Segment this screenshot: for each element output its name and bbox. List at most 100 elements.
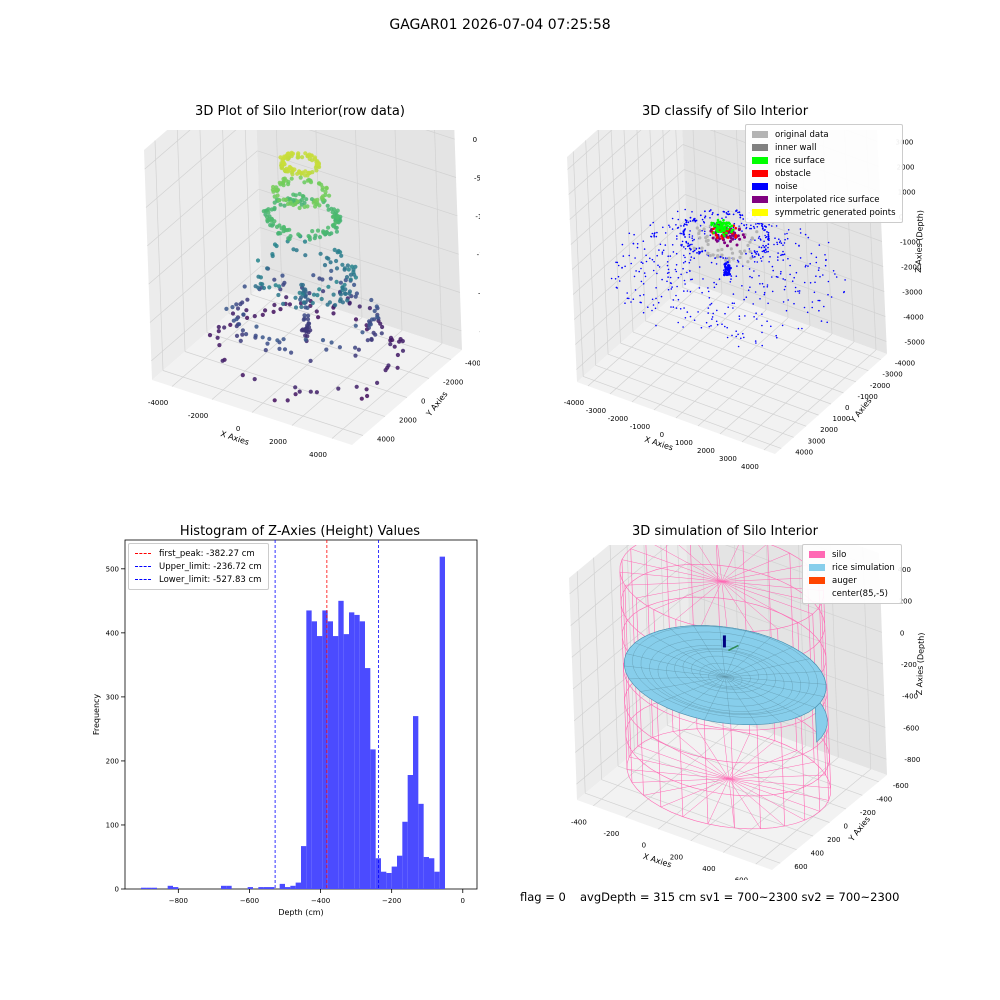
noise-point [616, 287, 618, 289]
legend-entry: original data [752, 128, 896, 141]
silo-roof-spoke [698, 545, 722, 582]
interpolated-point [718, 237, 721, 241]
noise-point [626, 297, 629, 300]
noise-point [755, 223, 757, 225]
noise-point [815, 275, 817, 277]
noise-point [682, 262, 685, 264]
data-point [334, 266, 340, 271]
noise-point [757, 253, 760, 255]
noise-point [707, 307, 710, 309]
noise-point [753, 250, 756, 252]
noise-point [671, 286, 673, 288]
noise-point [785, 309, 788, 312]
noise-point [763, 246, 766, 248]
data-point [300, 155, 305, 160]
silo-roof-spoke [636, 581, 722, 599]
y-tick-label: 400 [106, 629, 119, 637]
data-point [261, 285, 267, 291]
data-point [319, 296, 324, 302]
noise-point [782, 253, 784, 256]
noise-point [684, 228, 687, 230]
noise-point [771, 265, 774, 268]
silo-floor-spoke [682, 778, 730, 817]
noise-point [752, 303, 754, 305]
noise-point [830, 296, 833, 298]
data-point [303, 169, 308, 174]
legend-label: rice surface [775, 155, 825, 166]
noise-point [777, 259, 779, 261]
data-point [234, 333, 240, 338]
noise-point [638, 270, 640, 273]
data-point [288, 234, 293, 239]
data-point [330, 210, 335, 215]
histogram-bar [397, 855, 403, 889]
data-point [353, 323, 358, 328]
histogram-bar [365, 668, 371, 889]
legend-label: rice simulation [832, 562, 895, 573]
noise-point [657, 301, 660, 304]
noise-point [676, 210, 679, 213]
data-point [354, 291, 359, 296]
noise-point [651, 309, 653, 312]
noise-point [803, 306, 806, 309]
z-tick-label: -500 [474, 175, 480, 183]
noise-point [826, 321, 828, 324]
grid-line [147, 150, 258, 247]
original-point [749, 256, 753, 260]
x-tick-label: -400 [571, 818, 587, 826]
noise-point [814, 281, 816, 284]
noise-point [670, 282, 672, 285]
data-point [284, 295, 289, 300]
noise-point [689, 259, 692, 261]
noise-point [722, 257, 725, 259]
data-point [313, 233, 318, 238]
silo-floor-spoke [728, 778, 735, 829]
noise-point [764, 251, 766, 254]
grid-line [657, 309, 857, 383]
histogram-bar [317, 636, 323, 889]
data-point [216, 324, 221, 330]
noise-point [699, 214, 702, 217]
noise-point [721, 217, 723, 220]
z-tick-label: -600 [903, 724, 919, 732]
rice-surface-point [724, 222, 728, 226]
data-point [326, 207, 331, 212]
noise-point [761, 324, 763, 327]
noise-point [794, 242, 797, 245]
noise-point [669, 276, 672, 279]
noise-point [731, 334, 733, 337]
noise-point [742, 332, 744, 335]
data-point [369, 317, 375, 322]
noise-point [635, 270, 637, 272]
noise-point [697, 311, 699, 313]
x-tick-label: 4000 [309, 451, 327, 459]
data-point [255, 258, 261, 263]
noise-point [777, 252, 779, 254]
data-point [311, 273, 316, 278]
noise-point [774, 237, 776, 239]
noise-point [690, 256, 693, 258]
noise-point [677, 298, 680, 301]
data-point [258, 275, 263, 280]
data-point [345, 263, 350, 268]
noise-point [780, 270, 782, 273]
noise-point [624, 302, 626, 304]
data-point [332, 247, 337, 252]
noise-point [776, 241, 778, 244]
noise-point [758, 235, 761, 238]
noise-point [688, 233, 691, 236]
histogram-bar [338, 600, 344, 889]
noise-point [686, 271, 688, 274]
noise-point [643, 272, 646, 274]
noise-point [761, 331, 763, 334]
legend-label: silo [832, 549, 847, 560]
noise-point [748, 268, 751, 270]
data-point [281, 301, 286, 306]
z-tick-label: -4000 [903, 314, 923, 322]
grid-line [261, 265, 462, 332]
noise-point [689, 230, 691, 232]
noise-point [794, 286, 797, 289]
noise-point [711, 318, 713, 320]
grid-line [206, 332, 408, 398]
noise-point [703, 233, 706, 235]
